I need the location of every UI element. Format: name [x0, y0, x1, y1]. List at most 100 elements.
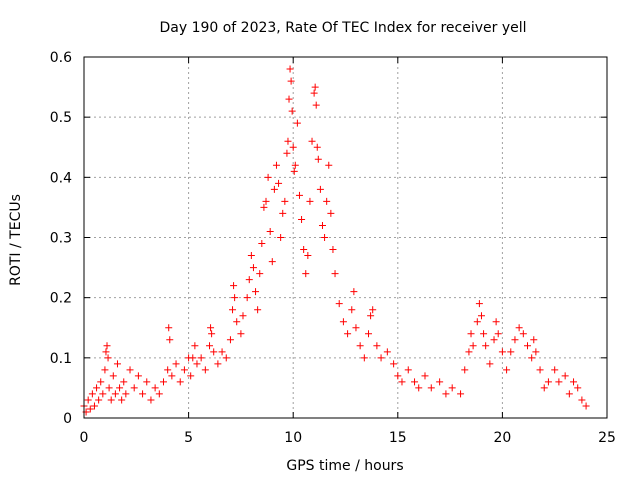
data-point — [329, 246, 337, 254]
data-point — [289, 143, 297, 151]
data-point — [360, 354, 368, 362]
data-point — [316, 185, 324, 193]
data-point — [249, 264, 257, 272]
grid-layer — [84, 57, 607, 418]
x-tick-label: 25 — [598, 430, 616, 446]
data-point — [325, 161, 333, 169]
data-point — [201, 366, 209, 374]
data-point — [582, 402, 590, 410]
data-point — [300, 246, 308, 254]
data-point — [120, 378, 128, 386]
data-point — [256, 270, 264, 278]
data-point — [229, 306, 237, 314]
data-point — [290, 167, 298, 175]
data-point — [176, 378, 184, 386]
data-point — [287, 77, 295, 85]
data-point — [231, 294, 239, 302]
data-point — [318, 221, 326, 229]
data-point — [477, 312, 485, 320]
data-point — [530, 336, 538, 344]
data-point — [578, 396, 586, 404]
data-point — [373, 342, 381, 350]
data-point — [279, 209, 287, 217]
data-point — [421, 372, 429, 380]
data-point — [102, 348, 110, 356]
data-point — [494, 330, 502, 338]
data-point — [383, 348, 391, 356]
data-point — [327, 209, 335, 217]
data-point — [365, 330, 373, 338]
data-point — [503, 366, 511, 374]
data-point — [427, 384, 435, 392]
y-axis-label: ROTI / TECUs — [8, 194, 24, 286]
data-point — [122, 390, 130, 398]
data-point — [283, 149, 291, 157]
data-point — [511, 336, 519, 344]
data-point — [490, 336, 498, 344]
data-point — [97, 378, 105, 386]
y-tick-label: 0.3 — [50, 231, 72, 247]
data-point — [243, 294, 251, 302]
data-point — [126, 366, 134, 374]
data-point — [206, 342, 214, 350]
y-tick-label: 0.1 — [50, 351, 72, 367]
data-point — [151, 384, 159, 392]
data-point — [461, 366, 469, 374]
data-point — [377, 354, 385, 362]
data-point — [398, 378, 406, 386]
data-point — [448, 384, 456, 392]
data-point — [528, 354, 536, 362]
y-tick-label: 0.5 — [50, 110, 72, 126]
y-tick-label: 0.6 — [50, 50, 72, 66]
y-tick-label: 0.4 — [50, 170, 72, 186]
data-point — [86, 405, 94, 413]
data-point — [356, 342, 364, 350]
data-point — [172, 360, 180, 368]
data-point — [268, 258, 276, 266]
data-point — [281, 197, 289, 205]
data-point — [93, 384, 101, 392]
data-point — [536, 366, 544, 374]
data-point — [436, 378, 444, 386]
data-point — [308, 137, 316, 145]
data-point — [480, 330, 488, 338]
data-point — [103, 342, 111, 350]
data-point — [197, 354, 205, 362]
data-point — [457, 390, 465, 398]
data-point — [331, 270, 339, 278]
data-point — [277, 234, 285, 241]
data-point — [193, 360, 201, 368]
data-point — [515, 324, 523, 332]
data-point — [507, 348, 515, 356]
data-point — [113, 360, 121, 368]
data-points — [80, 65, 590, 416]
data-point — [390, 360, 398, 368]
data-point — [284, 137, 292, 145]
data-point — [394, 372, 402, 380]
data-point — [369, 306, 377, 314]
data-point — [99, 390, 107, 398]
data-point — [139, 390, 147, 398]
data-point — [348, 306, 356, 314]
data-point — [561, 372, 569, 380]
data-point — [168, 372, 176, 380]
data-point — [130, 384, 138, 392]
data-point — [109, 372, 117, 380]
data-point — [264, 173, 272, 181]
data-point — [570, 378, 578, 386]
data-point — [258, 240, 266, 248]
data-point — [270, 185, 278, 193]
data-point — [404, 366, 412, 374]
data-point — [95, 396, 103, 404]
data-point — [498, 348, 506, 356]
data-point — [107, 396, 115, 404]
data-point — [532, 348, 540, 356]
data-point — [84, 396, 92, 404]
data-point — [180, 366, 188, 374]
data-point — [164, 366, 172, 374]
data-point — [323, 197, 331, 205]
data-point — [475, 300, 483, 308]
data-point — [230, 282, 238, 290]
x-tick-label: 0 — [80, 430, 89, 446]
data-point — [344, 330, 352, 338]
